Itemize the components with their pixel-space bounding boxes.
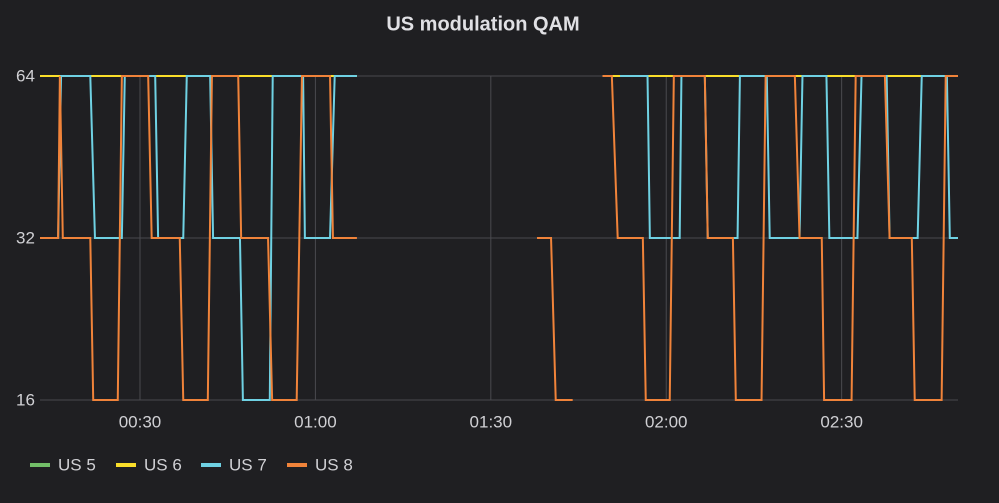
x-tick-label: 01:00: [294, 412, 337, 431]
x-tick-label: 00:30: [119, 412, 162, 431]
x-tick-label: 02:30: [820, 412, 863, 431]
legend-label: US 5: [58, 455, 96, 474]
chart-title: US modulation QAM: [386, 13, 579, 35]
legend-label: US 8: [315, 455, 353, 474]
y-tick-label: 64: [16, 66, 35, 85]
legend-label: US 7: [229, 455, 267, 474]
x-tick-label: 01:30: [470, 412, 513, 431]
series-line: [40, 75, 958, 401]
y-tick-label: 16: [16, 390, 35, 409]
legend-label: US 6: [144, 455, 182, 474]
series-line: [40, 75, 958, 401]
y-tick-label: 32: [16, 228, 35, 247]
x-tick-label: 02:00: [645, 412, 688, 431]
